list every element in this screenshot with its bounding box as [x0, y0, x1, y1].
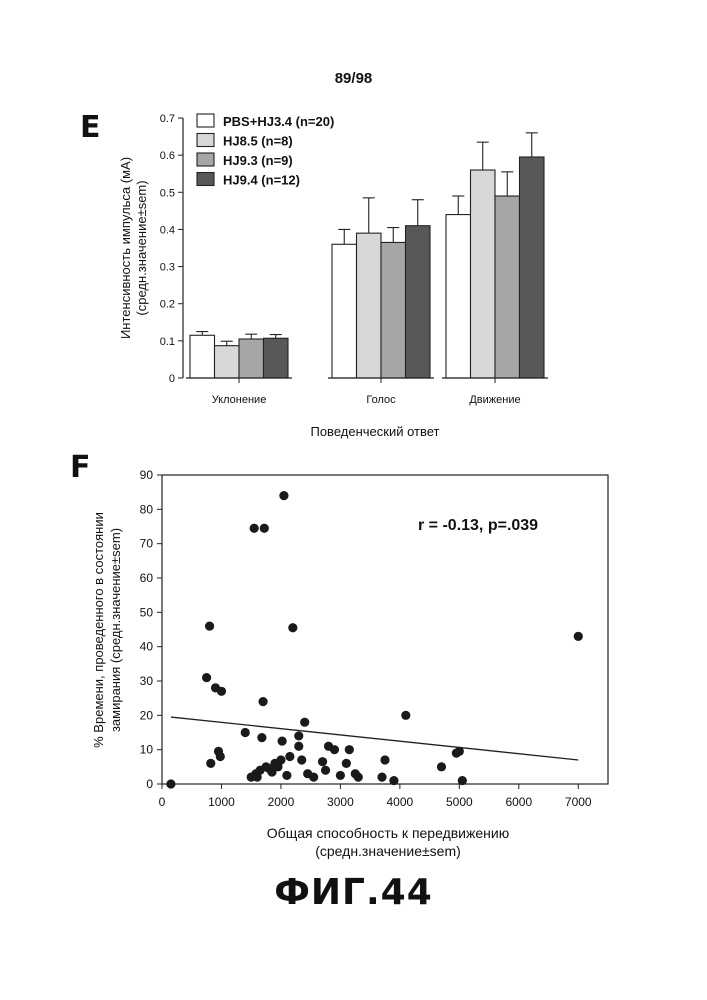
data-point [250, 524, 259, 533]
data-point [294, 731, 303, 740]
trendline [171, 717, 578, 760]
data-point [288, 623, 297, 632]
data-point [216, 752, 225, 761]
data-point [345, 745, 354, 754]
data-point [330, 745, 339, 754]
data-point [276, 755, 285, 764]
data-point [279, 491, 288, 500]
data-point [354, 773, 363, 782]
data-point [282, 771, 291, 780]
data-point [437, 762, 446, 771]
data-point [300, 718, 309, 727]
y-axis-label: % Времени, проведенного в состояниизамир… [91, 512, 123, 748]
data-point [389, 776, 398, 785]
data-point [285, 752, 294, 761]
data-point [458, 776, 467, 785]
scatter-chart-f: 0 10 20 30 40 50 60 70 80 90 0 1000 2000 3000 4000 5000… [0, 0, 707, 870]
y-tick-label: 20 [140, 708, 154, 722]
y-tick-label: 80 [140, 502, 154, 516]
x-tick-label: 3000 [327, 795, 354, 809]
data-point [202, 673, 211, 682]
data-point [278, 736, 287, 745]
y-axis-label-text: % Времени, проведенного в состояниизамир… [91, 512, 123, 748]
data-point [380, 755, 389, 764]
x-tick-label: 0 [159, 795, 166, 809]
data-point [321, 766, 330, 775]
y-tick-label: 0 [146, 777, 153, 791]
y-tick-label: 60 [140, 571, 154, 585]
stats-annotation: r = -0.13, p=.039 [418, 517, 538, 534]
data-point [297, 755, 306, 764]
data-point [377, 773, 386, 782]
y-tick-label: 90 [140, 468, 154, 482]
x-tick-label: 2000 [268, 795, 295, 809]
data-point [166, 779, 175, 788]
x-tick-label: 7000 [565, 795, 592, 809]
data-point [205, 621, 214, 630]
x-tick-label: 5000 [446, 795, 473, 809]
data-point [258, 697, 267, 706]
y-tick-label: 10 [140, 743, 154, 757]
y-tick-label: 40 [140, 640, 154, 654]
data-point [260, 524, 269, 533]
data-point [217, 687, 226, 696]
data-point [206, 759, 215, 768]
x-tick-label: 6000 [505, 795, 532, 809]
data-point [318, 757, 327, 766]
data-point [574, 632, 583, 641]
data-point [336, 771, 345, 780]
plot-frame [162, 475, 608, 784]
data-point [455, 747, 464, 756]
y-tick-label: 50 [140, 605, 154, 619]
y-tick-label: 70 [140, 537, 154, 551]
figure-caption: ФИГ.44 [0, 872, 707, 913]
x-axis-label: (средн.значение±sem) [315, 843, 461, 859]
x-tick-label: 1000 [208, 795, 235, 809]
data-point [401, 711, 410, 720]
data-point [241, 728, 250, 737]
data-point [309, 773, 318, 782]
x-axis-label: Общая способность к передвижению [267, 825, 509, 841]
data-point [257, 733, 266, 742]
data-point [342, 759, 351, 768]
x-tick-label: 4000 [387, 795, 414, 809]
data-point [294, 742, 303, 751]
y-tick-label: 30 [140, 674, 154, 688]
